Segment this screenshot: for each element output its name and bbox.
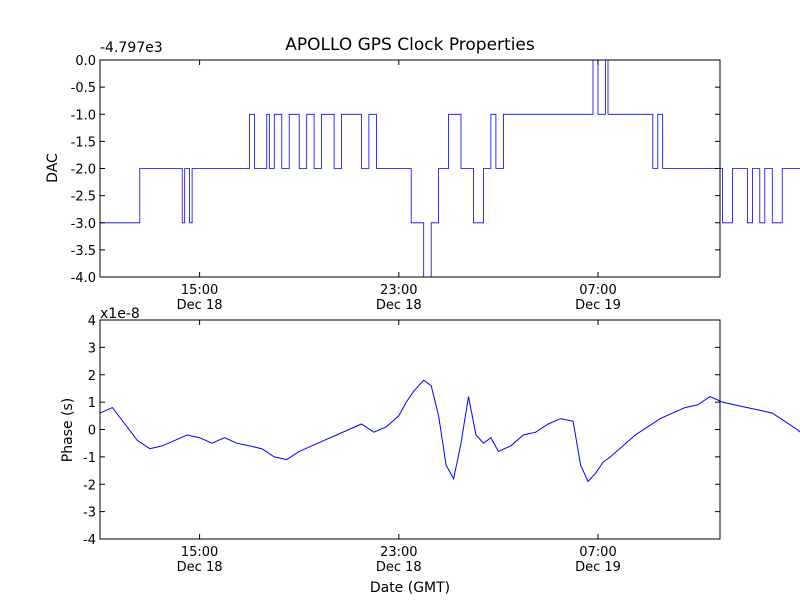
dac-y-tick-label: -3.0 xyxy=(71,217,96,232)
phase-y-axis: 4 3 2 1 0 -1 -2 -3 -4 xyxy=(83,314,720,548)
phase-offset-label: x1e-8 xyxy=(100,306,140,322)
phase-y-tick-label: -3 xyxy=(83,506,96,521)
phase-x-tick-time: 15:00 xyxy=(181,545,218,560)
phase-y-tick-label: 2 xyxy=(88,369,96,384)
phase-y-label: Phase (s) xyxy=(60,398,76,462)
dac-x-tick-time: 07:00 xyxy=(579,283,616,298)
dac-y-tick-label: 0.0 xyxy=(75,54,96,69)
dac-x-tick-time: 15:00 xyxy=(181,283,218,298)
phase-y-tick-label: -4 xyxy=(83,533,96,548)
dac-y-tick-label: -0.5 xyxy=(71,81,96,96)
dac-y-tick-label: -4.0 xyxy=(71,271,96,286)
dac-y-tick-label: -3.5 xyxy=(71,244,96,259)
dac-x-tick-time: 23:00 xyxy=(380,283,417,298)
phase-x-tick-date: Dec 18 xyxy=(376,560,422,575)
chart-title: APOLLO GPS Clock Properties xyxy=(285,35,535,55)
dac-x-tick-date: Dec 18 xyxy=(177,298,223,313)
dac-series xyxy=(100,59,800,278)
dac-x-tick-date: Dec 18 xyxy=(376,298,422,313)
phase-x-tick-time: 23:00 xyxy=(380,545,417,560)
dac-y-axis: 0.0 -0.5 -1.0 -1.5 -2.0 -2.5 -3.0 -3.5 -4.0 xyxy=(71,54,720,286)
phase-y-tick-label: -2 xyxy=(83,478,96,493)
phase-x-tick-date: Dec 19 xyxy=(575,560,621,575)
phase-y-tick-label: 3 xyxy=(88,341,96,356)
dac-y-tick-label: -2.5 xyxy=(71,190,96,205)
dac-line xyxy=(100,59,800,278)
dac-offset-label: -4.797e3 xyxy=(100,40,163,56)
phase-line xyxy=(99,379,800,483)
dac-x-tick-date: Dec 19 xyxy=(575,298,621,313)
phase-y-tick-label: 4 xyxy=(88,314,96,329)
phase-y-tick-label: 0 xyxy=(88,424,96,439)
dac-chart: 0.0 -0.5 -1.0 -1.5 -2.0 -2.5 -3.0 -3.5 -4.0 15:0… xyxy=(45,40,800,313)
dac-y-label: DAC xyxy=(45,153,61,183)
phase-y-tick-label: 1 xyxy=(88,396,96,411)
phase-y-tick-label: -1 xyxy=(83,451,96,466)
phase-series xyxy=(99,379,800,483)
phase-x-label: Date (GMT) xyxy=(370,580,450,596)
phase-x-tick-date: Dec 18 xyxy=(177,560,223,575)
phase-x-tick-time: 07:00 xyxy=(579,545,616,560)
dac-y-tick-label: -2.0 xyxy=(71,163,96,178)
dac-y-tick-label: -1.0 xyxy=(71,108,96,123)
phase-plot-frame xyxy=(99,319,721,540)
dac-y-tick-label: -1.5 xyxy=(71,135,96,150)
